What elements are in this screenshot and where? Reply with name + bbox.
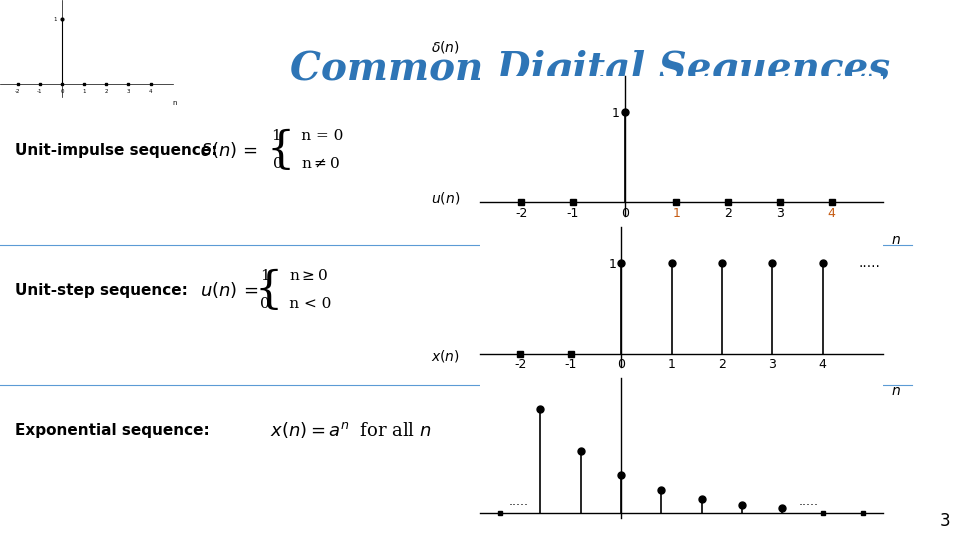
Text: n: n	[891, 233, 900, 247]
Text: $u(n)\,=\,$: $u(n)\,=\,$	[200, 280, 258, 300]
Text: n: n	[891, 539, 900, 540]
Text: 3: 3	[940, 512, 950, 530]
Text: {: {	[267, 129, 296, 172]
Text: n: n	[891, 384, 900, 398]
Text: 0 < a < 1: 0 < a < 1	[657, 501, 743, 519]
Text: $x(n) = a^n\;$ for all $n$: $x(n) = a^n\;$ for all $n$	[270, 420, 432, 440]
Text: 0    n$\neq$0: 0 n$\neq$0	[272, 157, 341, 172]
Text: 0    n < 0: 0 n < 0	[260, 297, 331, 311]
Text: Unit-impulse sequence:: Unit-impulse sequence:	[15, 143, 218, 158]
Text: $\delta(n)\,=\,$: $\delta(n)\,=\,$	[200, 140, 258, 160]
Text: {: {	[255, 268, 283, 312]
Text: .....: .....	[858, 256, 880, 270]
Text: 1    n = 0: 1 n = 0	[272, 129, 344, 143]
Text: .....: .....	[799, 495, 819, 508]
Text: $x(n)$: $x(n)$	[431, 348, 460, 364]
Text: Common Digital Sequences: Common Digital Sequences	[290, 50, 890, 89]
Text: .....: .....	[508, 495, 528, 508]
Text: 1    n$\geq$0: 1 n$\geq$0	[260, 268, 328, 284]
Text: Exponential sequence:: Exponential sequence:	[15, 422, 209, 437]
Text: $\delta(n)$: $\delta(n)$	[431, 38, 460, 55]
Text: n: n	[173, 100, 178, 106]
Text: Unit-step sequence:: Unit-step sequence:	[15, 282, 188, 298]
Text: $u(n)$: $u(n)$	[431, 190, 460, 206]
